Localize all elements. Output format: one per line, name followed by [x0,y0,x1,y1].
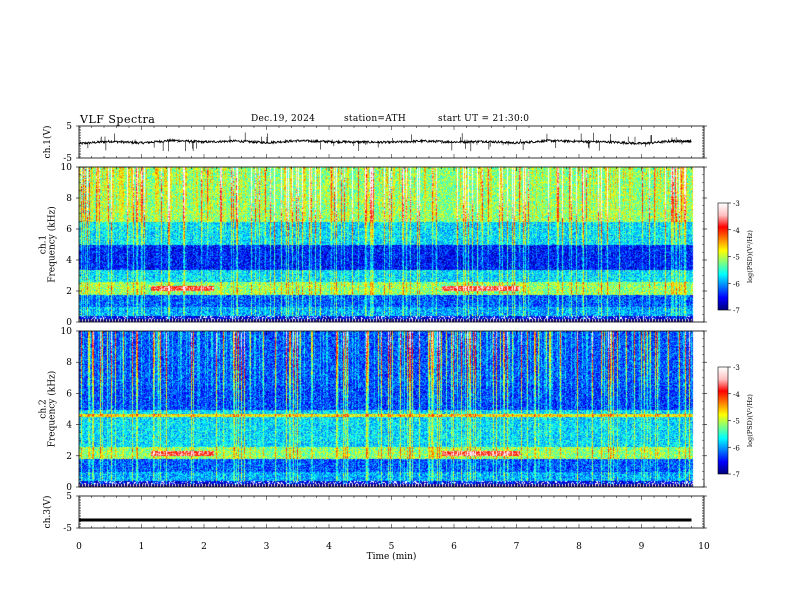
colorbar-tick-label: -3 [733,364,740,372]
x-tick-label: 4 [326,542,332,552]
y-tick-label: 10 [61,163,73,173]
y-tick-label: 5 [66,122,72,132]
ch2-spectrogram-heatmap-image [79,331,704,487]
colorbar-tick-label: -3 [733,200,740,208]
colorbar-tick-label: -4 [733,227,740,235]
colorbar-tick-label: -4 [733,391,740,399]
y-tick-label: 5 [66,492,72,502]
y-axis-label: Frequency (kHz) [47,371,58,448]
y-tick-label: 10 [61,327,73,337]
x-tick-label: 8 [576,542,582,552]
y-tick-label: 8 [66,194,72,204]
x-tick-label: 0 [76,542,82,552]
x-tick-label: 3 [264,542,270,552]
station-label: station=ATH [344,114,407,124]
x-tick-label: 7 [514,542,520,552]
x-tick-label: 6 [451,542,457,552]
ch3-waveform-frame [78,495,705,529]
ch1-waveform-line [78,138,692,146]
y-tick-label: 2 [66,287,72,297]
y-axis-label: ch.3(V) [42,496,53,529]
x-tick-label: 10 [698,542,710,552]
y-tick-label: -5 [63,154,72,164]
x-tick-label: 9 [639,542,645,552]
colorbar-tick-label: -5 [733,254,740,262]
colorbar-tick-label: -6 [733,444,740,452]
y-tick-label: 4 [66,256,72,266]
figure-title: VLF Spectra [80,113,156,126]
y-tick-label: 6 [66,225,72,235]
colorbar-tick-label: -7 [733,471,740,479]
colorbar-label: log(PSD)(V²/Hz) [746,230,754,283]
x-tick-label: 1 [139,542,145,552]
y-tick-label: 8 [66,358,72,368]
y-tick-label: 0 [66,483,72,493]
y-tick-label: 2 [66,452,72,462]
y-tick-label: -5 [63,524,72,534]
y-axis-label: ch.1 [39,235,49,254]
x-tick-label: 2 [201,542,207,552]
y-tick-label: 4 [66,421,72,431]
x-axis-label: Time (min) [367,551,417,562]
y-tick-label: 6 [66,389,72,399]
ch1-spectrogram-heatmap-image [79,167,704,322]
colorbar-tick-label: -6 [733,280,740,288]
colorbar-1 [718,203,728,310]
colorbar-2 [718,367,728,474]
start-time-label: start UT = 21:30:0 [438,114,530,124]
colorbar-tick-label: -7 [733,307,740,315]
y-axis-label: ch.1(V) [42,126,53,159]
y-tick-label: 0 [66,318,72,328]
y-axis-label: Frequency (kHz) [47,206,58,283]
colorbar-tick-label: -5 [733,418,740,426]
y-axis-label: ch.2 [39,399,49,418]
x-tick-label: 5 [389,542,395,552]
colorbar-label: log(PSD)(V²/Hz) [746,394,754,447]
date-label: Dec.19, 2024 [251,114,316,124]
